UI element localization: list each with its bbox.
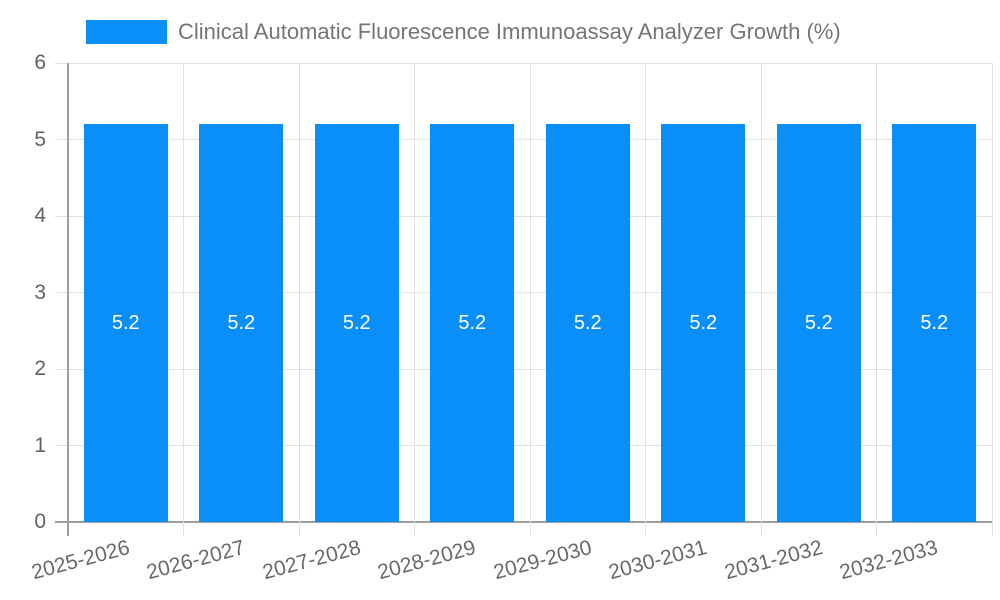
bar[interactable]: 5.2 [892,124,977,522]
legend-label: Clinical Automatic Fluorescence Immunoas… [178,19,841,44]
bar[interactable]: 5.2 [661,124,746,522]
y-axis-label: 0 [34,510,46,533]
gridline-h [55,292,992,293]
gridline-h [55,62,992,64]
bar[interactable]: 5.2 [545,124,630,522]
gridline-v [183,63,184,536]
x-axis-line [55,521,992,523]
bar[interactable]: 5.2 [199,124,284,522]
y-axis-label: 5 [34,127,46,151]
gridline-v [760,63,762,536]
y-axis-label: 6 [34,51,46,74]
gridline-v [645,63,646,536]
bar-value-label: 5.2 [804,311,833,334]
bar-value-label: 5.2 [458,311,487,334]
bar-value-label: 5.2 [689,311,718,334]
chart-legend[interactable]: Clinical Automatic Fluorescence Immunoas… [86,19,841,45]
gridline-v [414,63,415,536]
gridline-h [55,139,992,140]
bar[interactable]: 5.2 [776,124,861,522]
y-axis-line [67,63,69,536]
legend-swatch[interactable] [86,20,167,44]
bar-value-label: 5.2 [227,311,256,334]
bar[interactable]: 5.2 [430,124,515,522]
y-axis-label: 3 [34,280,46,304]
gridline-h [55,215,992,217]
bar-value-label: 5.2 [111,311,140,334]
gridline-h [55,368,992,370]
y-axis-label: 4 [34,204,46,227]
bar-value-label: 5.2 [920,311,949,334]
gridline-v [298,63,300,536]
bar[interactable]: 5.2 [83,124,168,522]
bar-value-label: 5.2 [342,311,371,334]
y-axis-label: 2 [34,357,46,380]
bar[interactable]: 5.2 [314,124,399,522]
gridline-v [876,63,877,536]
gridline-v [529,63,531,536]
y-axis-label: 1 [34,433,46,457]
gridline-v [991,63,993,536]
gridline-h [55,445,992,446]
bar-value-label: 5.2 [573,311,602,334]
